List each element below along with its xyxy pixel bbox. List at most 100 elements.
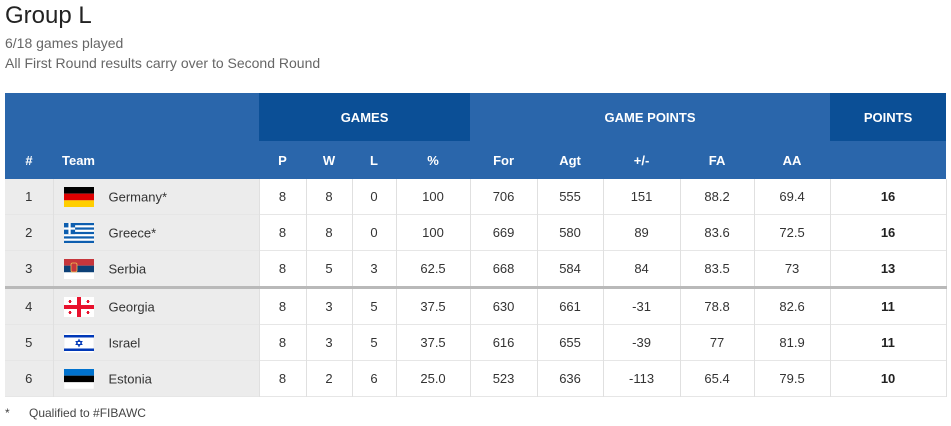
team-cell[interactable]: Israel	[53, 324, 260, 361]
header-column-row: # Team P W L % For Agt +/- FA AA	[5, 141, 947, 179]
team-name[interactable]: Israel	[108, 335, 141, 350]
points-cell: 16	[830, 214, 947, 251]
games-played-text: 6/18 games played	[5, 35, 124, 51]
team-cell[interactable]: Georgia	[53, 286, 260, 325]
l-cell: 3	[352, 250, 397, 288]
pct-cell: 100	[396, 214, 471, 251]
col-p[interactable]: P	[259, 141, 306, 179]
agt-cell: 655	[537, 324, 604, 361]
w-cell: 3	[306, 286, 353, 325]
greece-flag-icon	[63, 222, 94, 243]
pct-cell: 62.5	[396, 250, 471, 288]
footnote-symbol: *	[5, 406, 10, 420]
points-cell: 11	[830, 324, 947, 361]
p-cell: 8	[259, 179, 307, 215]
col-l[interactable]: L	[352, 141, 396, 179]
w-cell: 2	[306, 360, 353, 397]
w-cell: 5	[306, 250, 353, 288]
fa-cell: 88.2	[680, 179, 755, 215]
table-row[interactable]: 5 Israel 8 3 5 37.5 616 655 -39 77 81.9 11	[5, 324, 947, 361]
team-cell[interactable]: Germany*	[53, 179, 260, 215]
team-name[interactable]: Estonia	[108, 371, 152, 386]
col-pct[interactable]: %	[396, 141, 471, 179]
aa-cell: 73	[754, 250, 831, 288]
aa-cell: 69.4	[754, 179, 831, 215]
fa-cell: 78.8	[680, 286, 755, 325]
l-cell: 5	[352, 324, 397, 361]
germany-flag-icon	[63, 186, 94, 207]
rank-cell: 2	[5, 214, 54, 251]
p-cell: 8	[259, 286, 307, 325]
col-w[interactable]: W	[306, 141, 352, 179]
col-diff[interactable]: +/-	[603, 141, 681, 179]
pct-cell: 25.0	[396, 360, 471, 397]
col-rank[interactable]: #	[5, 141, 53, 179]
games-group-header: GAMES	[259, 93, 471, 141]
for-cell: 669	[470, 214, 538, 251]
team-cell[interactable]: Estonia	[53, 360, 260, 397]
fa-cell: 65.4	[680, 360, 755, 397]
l-cell: 6	[352, 360, 397, 397]
rank-cell: 4	[5, 286, 54, 325]
team-name[interactable]: Germany*	[108, 189, 168, 204]
for-cell: 616	[470, 324, 538, 361]
header-group-row: GAMES GAME POINTS POINTS	[5, 93, 947, 141]
col-pts[interactable]	[830, 141, 947, 179]
points-cell: 13	[830, 250, 947, 288]
table-row[interactable]: 4 Georgia 8 3 5 37.5 630 661 -31 78.8 82.6 11	[5, 286, 947, 325]
page-title: Group L	[5, 2, 92, 29]
col-aa[interactable]: AA	[754, 141, 831, 179]
team-cell[interactable]: Serbia	[53, 250, 260, 288]
p-cell: 8	[259, 360, 307, 397]
points-cell: 11	[830, 286, 947, 325]
l-cell: 0	[352, 179, 397, 215]
diff-cell: -31	[603, 286, 681, 325]
pct-cell: 100	[396, 179, 471, 215]
for-cell: 668	[470, 250, 538, 288]
diff-cell: -39	[603, 324, 681, 361]
table-row[interactable]: 1 Germany* 8 8 0 100 706 555 151 88.2 69.4 16	[5, 179, 947, 215]
table-row[interactable]: 6 Estonia 8 2 6 25.0 523 636 -113 65.4 79.5 10	[5, 360, 947, 397]
footnote-text: Qualified to #FIBAWC	[29, 406, 146, 420]
w-cell: 8	[306, 214, 353, 251]
footnote: * Qualified to #FIBAWC	[5, 406, 146, 420]
rank-cell: 3	[5, 250, 54, 288]
for-cell: 630	[470, 286, 538, 325]
aa-cell: 72.5	[754, 214, 831, 251]
p-cell: 8	[259, 324, 307, 361]
rank-cell: 1	[5, 179, 54, 215]
agt-cell: 584	[537, 250, 604, 288]
agt-cell: 555	[537, 179, 604, 215]
diff-cell: 84	[603, 250, 681, 288]
rank-cell: 6	[5, 360, 54, 397]
col-agt[interactable]: Agt	[537, 141, 604, 179]
rank-cell: 5	[5, 324, 54, 361]
pct-cell: 37.5	[396, 286, 471, 325]
table-row[interactable]: 2 Greece* 8 8 0 100 669 580 89 83.6 72.5 16	[5, 214, 947, 251]
header-spacer	[5, 93, 259, 141]
agt-cell: 580	[537, 214, 604, 251]
pct-cell: 37.5	[396, 324, 471, 361]
diff-cell: 151	[603, 179, 681, 215]
points-group-header: POINTS	[830, 93, 947, 141]
w-cell: 3	[306, 324, 353, 361]
aa-cell: 81.9	[754, 324, 831, 361]
w-cell: 8	[306, 179, 353, 215]
team-name[interactable]: Georgia	[108, 299, 155, 314]
agt-cell: 636	[537, 360, 604, 397]
table-row[interactable]: 3 Serbia 8 5 3 62.5 668 584 84 83.5 73 13	[5, 250, 947, 288]
col-for[interactable]: For	[470, 141, 538, 179]
col-fa[interactable]: FA	[680, 141, 755, 179]
points-cell: 16	[830, 179, 947, 215]
diff-cell: 89	[603, 214, 681, 251]
georgia-flag-icon	[63, 296, 94, 317]
p-cell: 8	[259, 214, 307, 251]
l-cell: 5	[352, 286, 397, 325]
col-team[interactable]: Team	[53, 141, 259, 179]
aa-cell: 79.5	[754, 360, 831, 397]
team-name[interactable]: Serbia	[108, 261, 147, 276]
fa-cell: 77	[680, 324, 755, 361]
team-cell[interactable]: Greece*	[53, 214, 260, 251]
fa-cell: 83.6	[680, 214, 755, 251]
team-name[interactable]: Greece*	[108, 225, 157, 240]
